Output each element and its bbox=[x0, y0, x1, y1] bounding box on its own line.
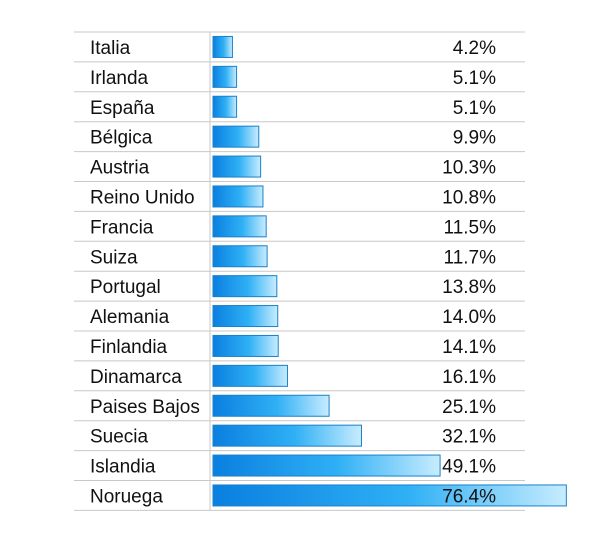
category-label: Islandia bbox=[90, 457, 156, 478]
value-label: 76.4% bbox=[442, 486, 496, 507]
value-label: 11.5% bbox=[444, 217, 497, 238]
bar bbox=[212, 185, 264, 208]
category-label: Italia bbox=[90, 38, 131, 59]
grid-lines bbox=[74, 31, 525, 511]
labels: Italia 4.2% Irlanda 5.1% España 5.1% Bélgica 9.… bbox=[90, 38, 496, 508]
category-label: Bélgica bbox=[90, 128, 153, 149]
category-label: Dinamarca bbox=[90, 367, 182, 388]
value-label: 9.9% bbox=[453, 128, 496, 149]
value-label: 5.1% bbox=[453, 68, 496, 89]
value-label: 14.0% bbox=[442, 307, 496, 328]
value-label: 10.3% bbox=[442, 158, 496, 179]
category-label: Finlandia bbox=[90, 337, 168, 358]
bar bbox=[212, 95, 238, 118]
category-label: Austria bbox=[90, 158, 150, 179]
bar bbox=[212, 275, 278, 298]
bar bbox=[212, 394, 330, 417]
bar bbox=[212, 484, 567, 507]
bars bbox=[212, 35, 567, 507]
value-label: 32.1% bbox=[442, 427, 496, 448]
category-label: Suecia bbox=[90, 427, 149, 448]
value-label: 10.8% bbox=[442, 187, 496, 208]
value-label: 14.1% bbox=[442, 337, 496, 358]
category-label: Noruega bbox=[90, 486, 163, 507]
category-label: Francia bbox=[90, 217, 154, 238]
bar bbox=[212, 424, 362, 447]
value-label: 25.1% bbox=[442, 397, 496, 418]
value-label: 49.1% bbox=[442, 457, 496, 478]
value-label: 16.1% bbox=[442, 367, 496, 388]
bar bbox=[212, 305, 279, 328]
bar bbox=[212, 245, 268, 268]
bar bbox=[212, 364, 288, 387]
bar bbox=[212, 334, 279, 357]
category-label: Paises Bajos bbox=[90, 397, 200, 418]
bar bbox=[212, 125, 260, 148]
category-label: Alemania bbox=[90, 307, 170, 328]
value-label: 11.7% bbox=[444, 247, 497, 268]
bar bbox=[212, 155, 262, 178]
bar bbox=[212, 35, 233, 58]
category-label: España bbox=[90, 98, 155, 119]
category-label: Portugal bbox=[90, 277, 161, 298]
value-label: 13.8% bbox=[442, 277, 496, 298]
category-label: Irlanda bbox=[90, 68, 149, 89]
bar bbox=[212, 454, 441, 477]
category-label: Suiza bbox=[90, 247, 138, 268]
value-label: 5.1% bbox=[453, 98, 496, 119]
bar bbox=[212, 65, 238, 88]
value-label: 4.2% bbox=[453, 38, 496, 59]
category-label: Reino Unido bbox=[90, 187, 195, 208]
bar bbox=[212, 215, 267, 238]
